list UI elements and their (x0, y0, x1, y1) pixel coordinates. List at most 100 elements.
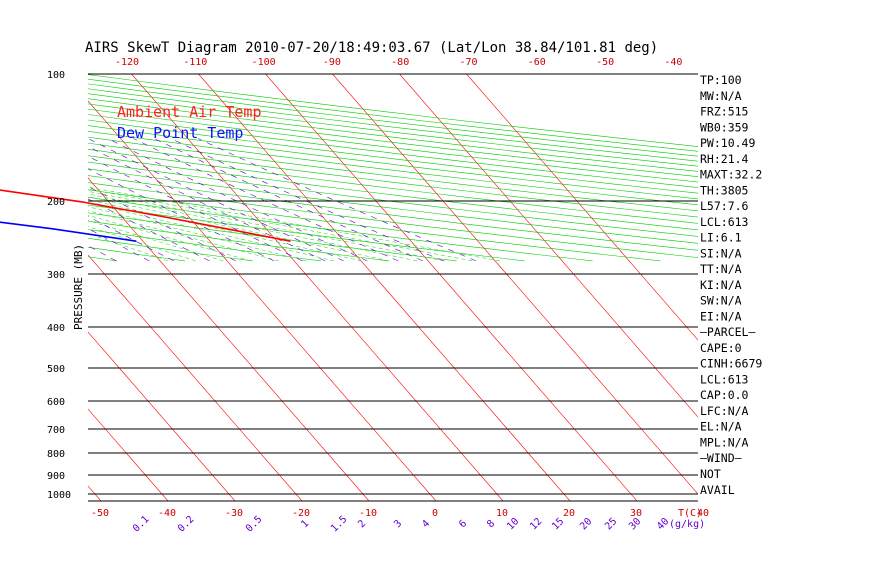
mixing-ratio-line (107, 138, 368, 262)
pressure-tick-label: 500 (47, 364, 65, 375)
isotherm-line (88, 408, 169, 501)
moist-adiabat-line (88, 186, 501, 262)
stat-line: L57:7.6 (700, 199, 749, 213)
dry-adiabat-line (88, 114, 698, 188)
stat-line: EI:N/A (700, 309, 742, 323)
isotherm-line (265, 74, 638, 501)
moist-adiabat-line (88, 220, 224, 262)
isotherm-line (88, 485, 102, 501)
dry-adiabat-line (88, 125, 698, 200)
pressure-tick-label: 1000 (47, 490, 71, 501)
pressure-tick-label: 300 (47, 270, 65, 281)
bottom-temp-tick-label: 10 (496, 508, 508, 519)
pressure-tick-label: 600 (47, 397, 65, 408)
legend: Ambient Air Temp Dew Point Temp (117, 103, 262, 142)
mixing-ratio-line (88, 198, 210, 262)
isotherm-line (198, 74, 571, 501)
stat-line: LCL:613 (700, 372, 749, 386)
mixing-ratio-line (170, 138, 444, 262)
bottom-temp-tick-label: 0 (432, 508, 438, 519)
temp-unit-label: T(C) (678, 508, 702, 519)
stat-line: WB0:359 (700, 120, 749, 134)
isotherm-line (88, 177, 370, 501)
top-temp-tick-label: -60 (528, 57, 546, 68)
stat-line: SW:N/A (700, 294, 742, 308)
dry-adiabat-line (88, 93, 698, 167)
top-temp-tick-label: -40 (664, 57, 682, 68)
bottom-temp-tick-label: -50 (91, 508, 109, 519)
stat-line: MAXT:32.2 (700, 168, 762, 182)
mixing-ratio-line (88, 215, 174, 262)
isotherm-line (0, 74, 34, 501)
stat-line: CAPE:0 (700, 341, 742, 355)
bottom-temp-tick-label: -20 (292, 508, 310, 519)
pressure-tick-label: 100 (47, 70, 65, 81)
moist-adiabat-line (88, 206, 307, 262)
dry-adiabat-line (88, 83, 698, 157)
bottom-temp-tick-label: 30 (630, 508, 642, 519)
dry-adiabat-line (88, 196, 593, 262)
top-temp-tick-label: -100 (252, 57, 276, 68)
pressure-tick-label: 900 (47, 471, 65, 482)
dry-adiabat-line (88, 229, 321, 262)
dry-adiabat-line (88, 88, 698, 162)
stat-line: MW:N/A (700, 89, 742, 103)
dry-adiabat-line (88, 108, 698, 183)
moist-adiabat-line (88, 191, 445, 262)
dry-adiabat-line (88, 175, 698, 251)
moist-adiabat-line (88, 210, 279, 262)
stat-line: FRZ:515 (700, 105, 748, 119)
stat-line: CAP:0.0 (700, 388, 749, 402)
mixing-ratio-tick-label: 1 (299, 518, 311, 530)
stat-line: NOT (700, 467, 721, 481)
mixing-ratio-tick-label: 0.1 (131, 514, 152, 535)
mixing-ratio-line (88, 146, 326, 262)
dry-adiabat-line (88, 182, 698, 258)
isotherm-line (332, 74, 698, 495)
mixing-ratio-line (133, 138, 399, 262)
stat-line: AVAIL (700, 483, 735, 497)
top-temp-tick-label: -120 (115, 57, 139, 68)
pressure-tick-label: 400 (47, 323, 65, 334)
legend-dew-point: Dew Point Temp (117, 124, 243, 142)
mixing-ratio-tick-label: 8 (485, 518, 497, 530)
dry-adiabat-line (88, 119, 698, 194)
bottom-temp-tick-label: -30 (225, 508, 243, 519)
dry-adiabat-line (88, 142, 698, 218)
pressure-tick-label: 700 (47, 425, 65, 436)
chart-title: AIRS SkewT Diagram 2010-07-20/18:49:03.6… (85, 40, 658, 56)
dry-adiabat-line (88, 98, 698, 172)
mixing-ratio-line (88, 186, 236, 262)
dry-adiabat-line (88, 136, 698, 212)
bottom-temp-tick-label: 20 (563, 508, 575, 519)
stat-line: RH:21.4 (700, 152, 749, 166)
dry-adiabat-line (88, 155, 698, 231)
pressure-tick-label: 800 (47, 449, 65, 460)
mixing-ratio-line (153, 138, 423, 262)
stat-line: SI:N/A (700, 246, 742, 260)
isotherm-line (88, 100, 437, 501)
mixing-ratio-unit-label: (g/kg) (669, 519, 705, 530)
mixing-ratio-tick-label: 25 (603, 516, 619, 532)
plot-frame (88, 73, 698, 502)
top-temp-tick-label: -110 (183, 57, 207, 68)
isotherm-line (466, 74, 698, 341)
isotherm-line (88, 331, 236, 501)
stat-line: TH:3805 (700, 183, 748, 197)
dry-adiabat-line (88, 189, 661, 262)
mixing-ratio-tick-label: 0.5 (244, 514, 265, 535)
mixing-ratio-line (88, 228, 150, 262)
dry-adiabat-line (88, 237, 253, 262)
mixing-ratio-tick-label: 4 (420, 518, 432, 530)
stat-line: PW:10.49 (700, 136, 755, 150)
pressure-tick-label: 200 (47, 197, 65, 208)
mixing-ratio-tick-label: 20 (578, 516, 594, 532)
mixing-ratio-line (88, 138, 344, 262)
stat-line: KI:N/A (700, 278, 742, 292)
stat-line: EL:N/A (700, 420, 742, 434)
stat-line: —PARCEL— (700, 325, 755, 339)
